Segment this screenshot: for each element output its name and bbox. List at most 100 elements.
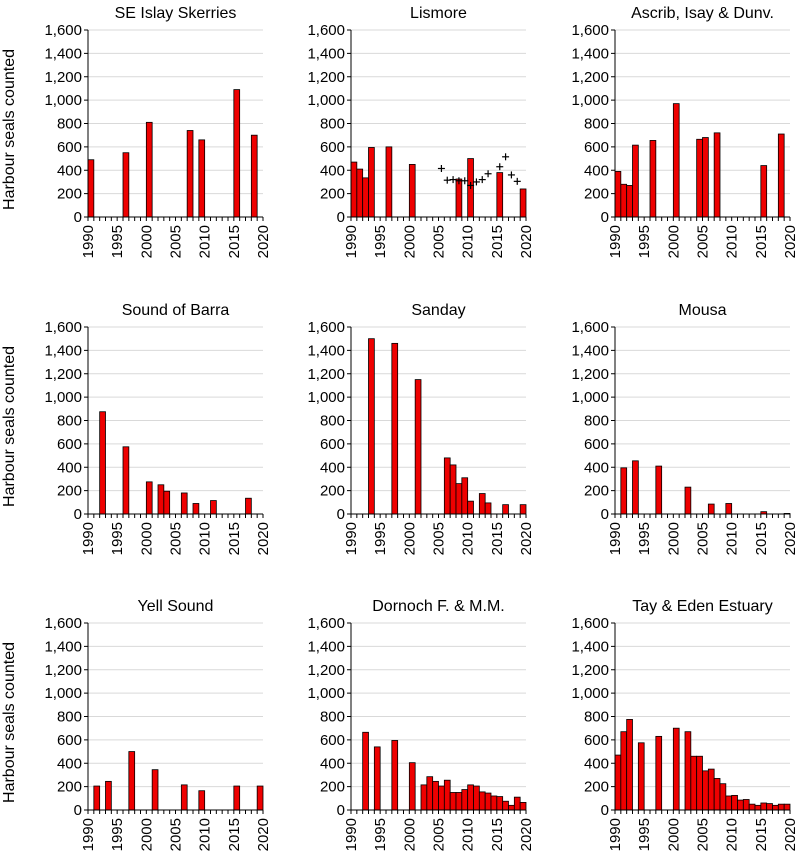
bar	[449, 464, 457, 515]
bar	[672, 727, 680, 811]
bar	[696, 755, 703, 811]
chart-title: Dornoch F. & M.M.	[372, 598, 504, 615]
bar	[772, 804, 779, 811]
y-tick-label: 1,000	[571, 685, 609, 702]
bar	[432, 780, 439, 811]
y-tick-label: 600	[320, 436, 345, 453]
bar	[420, 784, 428, 811]
y-tick-label: 1,000	[307, 685, 345, 702]
bar	[414, 379, 422, 515]
bar	[157, 484, 165, 515]
bar	[473, 785, 480, 811]
bar	[391, 740, 399, 811]
x-tick-label: 2000	[665, 522, 682, 555]
bar	[731, 794, 738, 811]
bar	[192, 503, 200, 515]
y-tick-label: 1,200	[307, 366, 345, 383]
chart-panel-8: 0 200 400 600 800 1,000 1,200 1,400 1,600 1990 199…	[307, 598, 535, 851]
x-tick-label: 2000	[665, 225, 682, 258]
x-tick-label: 1995	[636, 818, 653, 851]
y-tick-label: 800	[57, 709, 82, 726]
y-tick-label: 400	[320, 755, 345, 772]
bar	[490, 795, 498, 811]
x-tick-label: 2020	[782, 522, 799, 555]
x-tick-label: 2000	[138, 522, 155, 555]
x-tick-label: 2020	[255, 522, 272, 555]
chart-title: Sound of Barra	[122, 302, 230, 319]
x-tick-label: 2010	[460, 818, 477, 851]
y-tick-label: 600	[320, 732, 345, 749]
y-tick-label: 1,000	[571, 92, 609, 109]
x-tick-label: 2010	[197, 818, 214, 851]
x-tick-label: 2020	[782, 818, 799, 851]
x-tick-label: 2005	[695, 225, 712, 258]
bar	[614, 754, 622, 811]
cross-point	[484, 170, 492, 178]
y-tick-label: 0	[601, 506, 609, 523]
bar	[783, 803, 791, 811]
x-tick-label: 2020	[782, 225, 799, 258]
bar	[684, 731, 692, 811]
y-tick-label: 1,000	[44, 92, 82, 109]
chart-panel-3: 0 200 400 600 800 1,000 1,200 1,400 1,600 1990 199…	[571, 5, 799, 258]
y-tick-label: 1,600	[307, 22, 345, 39]
bar	[443, 457, 451, 515]
x-tick-label: 2020	[255, 225, 272, 258]
bar	[637, 742, 645, 811]
bar	[385, 146, 393, 218]
x-tick-label: 2005	[695, 818, 712, 851]
x-tick-label: 2010	[197, 225, 214, 258]
chart-title: Ascrib, Isay & Dunv.	[631, 5, 774, 22]
x-tick-label: 2015	[489, 225, 506, 258]
cross-point	[449, 176, 457, 184]
y-tick-label: 1,600	[571, 319, 609, 336]
bar	[655, 735, 663, 811]
bar	[690, 755, 698, 811]
x-tick-label: 2015	[226, 522, 243, 555]
y-tick-label: 600	[584, 436, 609, 453]
x-tick-label: 2005	[431, 818, 448, 851]
y-tick-label: 200	[57, 186, 82, 203]
bar	[455, 792, 463, 811]
x-tick-label: 2010	[460, 225, 477, 258]
y-tick-label: 200	[57, 779, 82, 796]
y-axis-label: Harbour seals counted	[1, 346, 18, 507]
x-tick-label: 2010	[197, 522, 214, 555]
y-tick-label: 0	[74, 209, 82, 226]
x-tick-label: 2000	[138, 225, 155, 258]
cross-point	[496, 163, 504, 171]
x-tick-label: 2010	[724, 225, 741, 258]
x-tick-label: 1990	[607, 818, 624, 851]
x-tick-label: 2010	[724, 522, 741, 555]
bar	[672, 103, 680, 218]
bar	[210, 500, 217, 515]
x-tick-label: 2005	[168, 522, 185, 555]
bar	[93, 785, 101, 811]
y-tick-label: 1,600	[571, 22, 609, 39]
y-tick-label: 1,400	[571, 342, 609, 359]
y-tick-label: 800	[57, 413, 82, 430]
bar	[449, 792, 457, 811]
chart-title: Tay & Eden Estuary	[632, 598, 773, 615]
bar	[707, 768, 715, 811]
bar	[696, 138, 703, 218]
bar	[513, 796, 521, 811]
chart-panel-4: 0 200 400 600 800 1,000 1,200 1,400 1,600 1990 199…	[1, 302, 272, 555]
bar	[519, 504, 527, 515]
y-tick-label: 200	[584, 779, 609, 796]
y-tick-label: 1,400	[307, 342, 345, 359]
y-tick-label: 0	[601, 209, 609, 226]
y-tick-label: 1,600	[571, 615, 609, 632]
y-tick-label: 600	[57, 436, 82, 453]
y-tick-label: 1,200	[571, 69, 609, 86]
bar	[713, 132, 721, 218]
bar	[461, 477, 469, 515]
x-tick-label: 2005	[695, 522, 712, 555]
x-tick-label: 1990	[80, 818, 97, 851]
y-tick-label: 400	[57, 459, 82, 476]
bar	[455, 178, 463, 218]
bar	[455, 483, 463, 515]
y-tick-label: 1,400	[571, 638, 609, 655]
bar	[233, 89, 241, 218]
bar	[649, 140, 657, 218]
